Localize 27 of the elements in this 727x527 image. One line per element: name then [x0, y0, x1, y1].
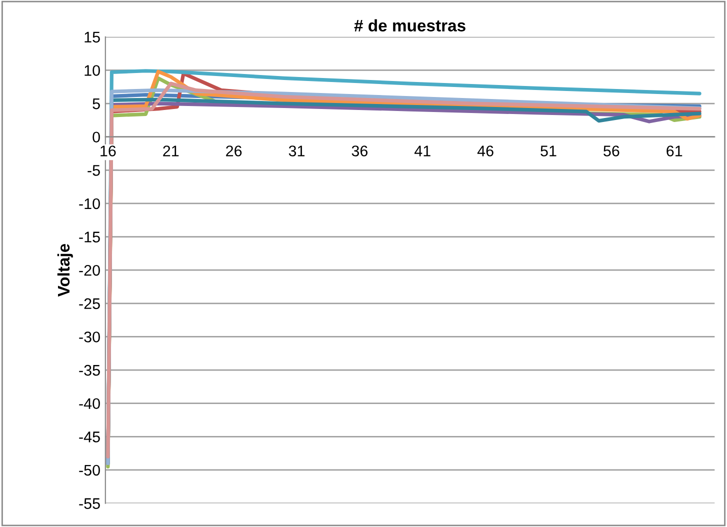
y-tick-label: -5: [88, 165, 100, 176]
x-tick-label: 16: [100, 146, 116, 156]
y-tick-label: -35: [79, 364, 100, 376]
y-tick-label: 10: [84, 65, 100, 76]
x-tick-label: 46: [477, 146, 494, 156]
y-tick-label: 15: [84, 32, 100, 43]
y-tick-label: -40: [79, 398, 100, 410]
x-tick-label: 56: [604, 146, 620, 156]
y-axis-title: Voltaje: [57, 244, 73, 297]
x-tick-label: 26: [226, 146, 242, 156]
y-tick-label: -25: [79, 298, 100, 310]
y-tick-label: 5: [92, 98, 100, 110]
y-tick-label: -20: [79, 264, 100, 276]
chart-title: # de muestras: [354, 19, 466, 32]
x-tick-label: 21: [163, 146, 179, 156]
y-tick-label: -10: [79, 198, 100, 210]
y-tick-label: -50: [79, 464, 100, 476]
x-tick-label: 36: [352, 146, 368, 156]
y-tick-label: -15: [79, 232, 100, 242]
x-tick-label: 31: [288, 146, 304, 156]
x-tick-label: 41: [414, 146, 430, 156]
y-tick-label: -30: [79, 332, 100, 342]
y-tick-label: -55: [79, 498, 100, 509]
x-tick-label: 61: [666, 146, 682, 156]
x-tick-label: 51: [540, 146, 556, 156]
y-tick-label: 0: [92, 132, 100, 143]
y-tick-label: -45: [79, 432, 100, 442]
